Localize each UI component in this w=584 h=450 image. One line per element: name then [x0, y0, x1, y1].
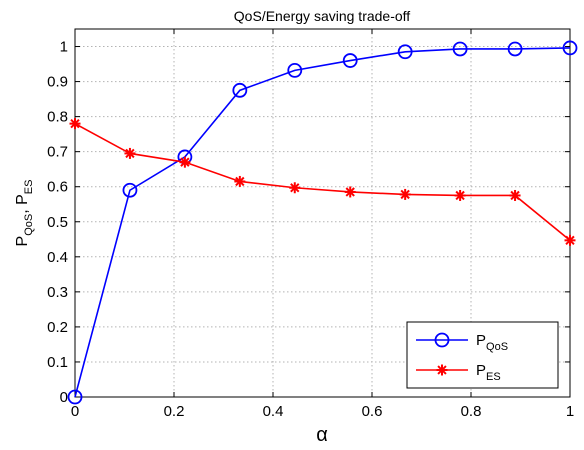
x-axis-label: α	[316, 424, 328, 446]
y-tick-label: 0.7	[47, 144, 68, 161]
data-point-p-qos	[562, 40, 578, 56]
data-point-p-es-stroke	[180, 157, 190, 167]
data-point-p-es-stroke	[290, 183, 300, 193]
data-point-p-es	[234, 175, 246, 187]
legend-label-base: P	[476, 362, 486, 379]
y-axis-label-sub1: QoS	[23, 214, 35, 236]
legend-label-p-qos: PQoS	[476, 332, 508, 353]
legend-box	[406, 321, 559, 389]
y-axis-label-sep: ,	[14, 205, 31, 214]
data-point-p-qos	[397, 44, 413, 60]
x-tick-label: 0.4	[263, 403, 284, 420]
x-tick-label: 0.2	[164, 403, 185, 420]
data-point-p-es	[344, 186, 356, 198]
data-point-p-es	[509, 189, 521, 201]
y-axis-label-base2: P	[14, 194, 31, 205]
data-point-p-es-stroke	[400, 189, 410, 200]
data-point-p-es	[399, 188, 411, 200]
y-tick-label: 0	[60, 389, 68, 406]
legend-marker-p-es	[436, 364, 448, 376]
x-tick-label: 0	[71, 403, 79, 420]
y-axis-label-sub2: ES	[23, 180, 35, 195]
y-tick-label: 0.8	[47, 109, 68, 126]
legend-marker-p-es-stroke	[437, 365, 447, 375]
y-tick-label: 0.2	[47, 319, 68, 336]
data-point-p-es	[124, 147, 136, 159]
data-point-p-qos	[67, 389, 83, 405]
series-line-p-es	[74, 122, 571, 241]
data-point-p-qos	[452, 41, 468, 57]
data-point-p-es-stroke	[455, 190, 465, 201]
axis-ticks: 0 0.2 0.4 0.6 0.8 1 0 0.1 0.2 0.3 0.4 0.5 0.6 0.7 0.8 0…	[47, 29, 574, 420]
data-point-p-es	[289, 182, 301, 194]
chart-title: QoS/Energy saving trade-off	[234, 8, 411, 24]
y-tick-label: 0.6	[47, 179, 68, 196]
data-point-p-es-stroke	[510, 190, 520, 201]
y-tick-label: 0.4	[47, 249, 68, 266]
data-point-p-qos	[342, 53, 358, 68]
x-tick-label: 0.8	[461, 403, 482, 420]
data-point-p-es	[69, 118, 81, 130]
series-group	[67, 40, 578, 405]
data-point-p-qos	[287, 62, 303, 78]
x-tick-label: 0.6	[362, 403, 383, 420]
series-line-p-qos	[74, 47, 571, 398]
legend-label-p-es: PES	[476, 362, 501, 383]
data-point-p-es	[179, 156, 191, 168]
x-tick-label: 1	[566, 403, 574, 420]
data-point-p-es-stroke	[70, 118, 80, 129]
data-point-p-qos	[507, 41, 523, 57]
data-point-p-es	[564, 234, 576, 246]
data-point-p-qos	[122, 182, 138, 198]
y-tick-label: 0.1	[47, 354, 68, 371]
legend-label-sub: QoS	[486, 341, 508, 353]
axes-box	[74, 28, 571, 398]
legend-marker-p-qos	[434, 332, 450, 348]
data-point-p-es	[454, 189, 466, 201]
data-point-p-es-stroke	[345, 187, 355, 197]
y-tick-label: 0.3	[47, 284, 68, 301]
data-point-p-es-stroke	[125, 148, 135, 159]
y-tick-label: 1	[60, 39, 68, 56]
y-axis-label: PQoS, PES	[14, 180, 35, 247]
y-tick-label: 0.5	[47, 214, 68, 231]
y-tick-label: 0.9	[47, 74, 68, 91]
legend-label-sub: ES	[486, 371, 501, 383]
data-point-p-es-stroke	[565, 235, 575, 246]
data-point-p-es-stroke	[235, 176, 245, 187]
data-point-p-qos	[232, 82, 248, 98]
y-axis-label-base1: P	[14, 236, 31, 247]
legend-label-base: P	[476, 332, 486, 349]
